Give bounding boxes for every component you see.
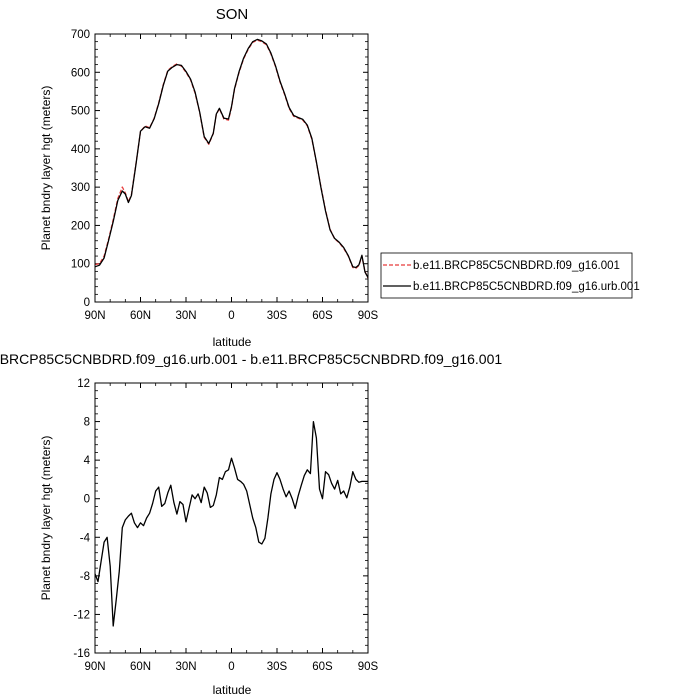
bottom-chart-y-tick-label: -12 — [73, 609, 90, 621]
bottom-chart-y-tick-label: -8 — [80, 571, 90, 583]
top-chart-series — [94, 38, 369, 279]
bottom-chart-y-tick-label: 8 — [84, 417, 90, 429]
top-chart-y-tick-label: 500 — [71, 106, 90, 118]
bottom-chart-y-tick-label: 0 — [84, 494, 90, 506]
legend-label-series-1: b.e11.BRCP85C5CNBDRD.f09_g16.001 — [413, 260, 620, 272]
top-chart-x-tick-label: 60N — [130, 310, 151, 322]
top-chart-title: SON — [216, 6, 249, 23]
top-chart: SON Planet bndry layer hgt (meters) lati… — [39, 6, 379, 349]
bottom-chart-ticks: -16 -12 -8 -4 0 4 8 12 90N 60N 30N 0 30S 60S 90S — [73, 378, 378, 673]
top-chart-ticks: 0 100 200 300 400 500 600 700 90N 60N 30N 0 30S 60S 90… — [71, 29, 379, 322]
bottom-chart-x-tick-label: 0 — [228, 661, 234, 673]
top-chart-y-tick-label: 700 — [71, 29, 90, 41]
bottom-chart-series-line-1 — [94, 420, 368, 627]
bottom-chart-y-tick-label: -4 — [80, 532, 91, 544]
bottom-chart-series — [94, 420, 368, 627]
bottom-chart-title: b.e11.BRCP85C5CNBDRD.f09_g16.urb.001 - b… — [0, 351, 502, 367]
bottom-chart-y-axis-label: Planet bndry layer hgt (meters) — [39, 436, 53, 601]
top-chart-y-tick-label: 300 — [71, 182, 90, 194]
bottom-chart-plot-frame — [94, 382, 369, 654]
legend: b.e11.BRCP85C5CNBDRD.f09_g16.001 b.e11.B… — [380, 252, 640, 299]
top-chart-x-tick-label: 0 — [228, 310, 234, 322]
bottom-chart: b.e11.BRCP85C5CNBDRD.f09_g16.urb.001 - b… — [0, 351, 502, 697]
bottom-chart-x-tick-label: 30S — [267, 661, 288, 673]
top-chart-x-axis-label: latitude — [213, 335, 252, 349]
top-chart-x-tick-label: 90N — [84, 310, 105, 322]
legend-box — [380, 252, 633, 299]
bottom-chart-y-tick-label: 4 — [84, 455, 91, 467]
top-chart-x-tick-label: 90S — [358, 310, 379, 322]
bottom-chart-y-tick-label: 12 — [77, 378, 90, 390]
top-chart-y-tick-label: 200 — [71, 220, 90, 232]
top-chart-plot-frame — [94, 33, 369, 303]
top-chart-x-tick-label: 30N — [175, 310, 196, 322]
bottom-chart-x-tick-label: 30N — [175, 661, 196, 673]
legend-label-series-2: b.e11.BRCP85C5CNBDRD.f09_g16.urb.001 — [413, 281, 640, 293]
top-chart-x-tick-label: 60S — [312, 310, 333, 322]
top-chart-y-tick-label: 600 — [71, 67, 90, 79]
top-chart-y-tick-label: 400 — [71, 144, 90, 156]
top-chart-y-tick-label: 0 — [84, 297, 90, 309]
top-chart-series-line-2 — [94, 38, 369, 278]
top-chart-x-tick-label: 30S — [267, 310, 288, 322]
top-chart-y-axis-label: Planet bndry layer hgt (meters) — [39, 86, 53, 251]
bottom-chart-x-tick-label: 90N — [84, 661, 105, 673]
bottom-chart-x-axis-label: latitude — [213, 683, 252, 697]
top-chart-y-tick-label: 100 — [71, 259, 90, 271]
bottom-chart-y-tick-label: -16 — [73, 648, 90, 660]
bottom-chart-x-tick-label: 60S — [312, 661, 333, 673]
bottom-chart-x-tick-label: 60N — [130, 661, 151, 673]
bottom-chart-x-tick-label: 90S — [358, 661, 379, 673]
